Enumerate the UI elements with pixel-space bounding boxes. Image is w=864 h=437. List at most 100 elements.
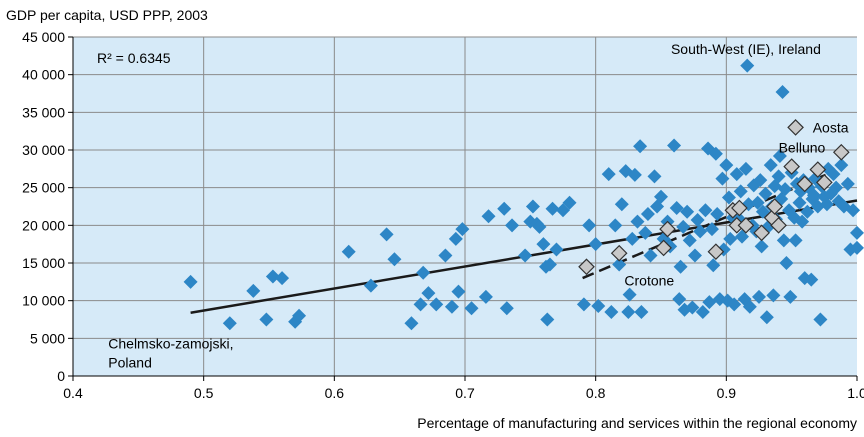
y-tick-label: 40 000 (22, 67, 65, 83)
annotations: South-West (IE), Ireland Aosta Belluno Crot… (108, 41, 848, 370)
data-point (591, 298, 606, 313)
data-point (627, 167, 642, 182)
data-point (582, 218, 597, 233)
y-tick-label: 30 000 (22, 142, 65, 158)
data-point (542, 257, 557, 272)
data-point (625, 231, 640, 246)
data-point (759, 310, 774, 325)
data-point (363, 278, 378, 293)
highlighted-point (766, 198, 784, 215)
x-tick-label: 0.8 (586, 385, 606, 401)
data-point (719, 158, 734, 173)
highlighted-point (655, 239, 672, 257)
data-point (704, 222, 719, 237)
data-point (682, 233, 697, 248)
data-point (246, 283, 261, 298)
data-point (518, 248, 533, 263)
data-point (478, 289, 493, 304)
data-point (806, 188, 821, 203)
x-tick-label: 0.7 (455, 385, 475, 401)
data-point (638, 225, 653, 240)
data-point (481, 209, 496, 224)
data-point (292, 308, 307, 323)
data-point (723, 231, 738, 246)
highlighted-point (659, 220, 676, 238)
y-tick-label: 15 000 (22, 255, 65, 271)
data-point (499, 301, 514, 316)
y-tick-label: 25 000 (22, 180, 65, 196)
data-point (540, 312, 555, 327)
data-point (536, 237, 551, 252)
data-point (630, 214, 645, 229)
x-tick-label: 0.4 (63, 385, 83, 401)
data-point (549, 242, 564, 257)
data-point (685, 300, 700, 315)
data-point (444, 299, 459, 314)
data-point (733, 184, 748, 199)
data-point (622, 287, 637, 302)
y-tick-label: 45 000 (22, 29, 65, 45)
x-tick-label: 0.6 (325, 385, 345, 401)
data-point (669, 201, 684, 216)
data-point (695, 304, 710, 319)
data-point (850, 240, 864, 255)
data-point (667, 138, 682, 153)
data-point (775, 84, 790, 99)
data-point (792, 195, 807, 210)
highlighted-point (737, 216, 755, 234)
data-point (771, 169, 786, 184)
data-point (819, 197, 834, 212)
highlighted-point (731, 199, 748, 217)
highlighted-point (783, 158, 801, 175)
gridlines (73, 36, 857, 376)
data-point (708, 146, 723, 161)
data-point (421, 286, 436, 301)
y-tick-label: 20 000 (22, 217, 65, 233)
data-point (588, 237, 603, 252)
data-point (740, 58, 755, 73)
data-point (795, 214, 810, 229)
data-point (604, 304, 619, 319)
highlighted-point (770, 216, 787, 234)
data-points (183, 58, 864, 331)
data-point (673, 259, 688, 274)
data-point (643, 248, 658, 263)
data-point (710, 207, 725, 222)
highlighted-point (832, 143, 850, 161)
highlighted-point (809, 161, 827, 178)
data-point (800, 204, 815, 219)
data-point (788, 233, 803, 248)
highlighted-point (815, 174, 833, 191)
data-point (687, 248, 702, 263)
data-point (763, 158, 778, 173)
data-point (608, 218, 623, 233)
highlighted-point (787, 119, 804, 136)
data-point (729, 167, 744, 182)
data-point (829, 180, 844, 195)
data-point (416, 265, 431, 280)
data-point (672, 292, 687, 307)
annotation-label: Aosta (813, 119, 849, 135)
data-point (341, 244, 356, 259)
data-point (614, 197, 629, 212)
data-point (702, 295, 717, 310)
data-point (834, 158, 849, 173)
data-point (693, 224, 708, 239)
data-point (379, 227, 394, 242)
data-point (387, 252, 402, 267)
data-point (766, 288, 781, 303)
data-point (778, 182, 793, 197)
data-point (448, 231, 463, 246)
labels: GDP per capita, USD PPP, 2003 Percentage… (6, 7, 857, 431)
annotation-label: Crotone (624, 272, 674, 288)
data-point (429, 297, 444, 312)
data-point (634, 304, 649, 319)
data-point (612, 257, 627, 272)
y-tick-label: 5 000 (30, 330, 65, 346)
data-point (556, 203, 570, 218)
x-tick-label: 0.9 (717, 385, 737, 401)
x-tick-label: 0.5 (194, 385, 214, 401)
y-tick-label: 35 000 (22, 104, 65, 120)
axes: 0 5 000 10 000 15 000 20 000 25 000 30 000 35 0… (22, 29, 864, 401)
